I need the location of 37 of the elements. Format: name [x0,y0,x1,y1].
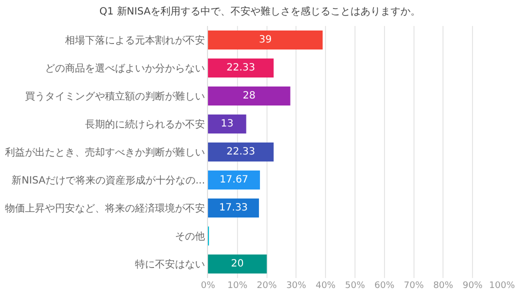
x-tick-label: 80% [433,281,454,291]
x-tick-label: 60% [374,281,395,291]
data-label: 22.33 [226,62,256,74]
data-label: 22.33 [226,146,256,158]
y-tick-label: 買うタイミングや積立額の判断が難しい [25,90,205,102]
bar [208,254,267,274]
y-tick-label: 新NISAだけで将来の資産形成が十分なの... [12,174,205,186]
x-tick-label: 0% [200,281,216,291]
x-tick-label: 10% [227,281,248,291]
x-tick-label: 40% [316,281,336,291]
x-tick-label: 30% [286,281,307,291]
bar [208,58,274,78]
y-tick-label: 物価上昇や円安など、将来の経済環境が不安 [5,202,205,214]
x-tick-label: 70% [404,281,424,291]
x-tick-label: 100% [489,281,516,291]
chart-title: Q1 新NISAを利用する中で、不安や難しさを感じることはありますか。 [99,6,421,18]
bar [208,170,260,190]
x-tick-label: 20% [256,281,278,291]
y-tick-label: 特に不安はない [135,258,205,270]
bar [208,86,290,106]
bar [208,142,274,162]
bar [208,30,323,50]
bar [208,198,259,218]
data-label: 39 [258,34,272,46]
data-label: 28 [242,90,256,102]
data-label: 20 [231,258,244,270]
x-tick-label: 90% [462,281,484,291]
y-tick-label: 相場下落による元本割れが不安 [65,34,205,46]
data-label: 17.33 [219,202,248,214]
y-tick-label: どの商品を選べばよいか分からない [45,62,205,74]
data-label: 13 [220,118,234,130]
y-tick-label: 利益が出たとき、売却すべきか判断が難しい [5,146,205,158]
y-tick-label: 長期的に続けられるか不安 [85,118,205,130]
bar [208,114,246,134]
y-tick-label: その他 [175,230,205,242]
x-tick-label: 50% [344,281,366,291]
data-label: 17.67 [220,174,248,186]
